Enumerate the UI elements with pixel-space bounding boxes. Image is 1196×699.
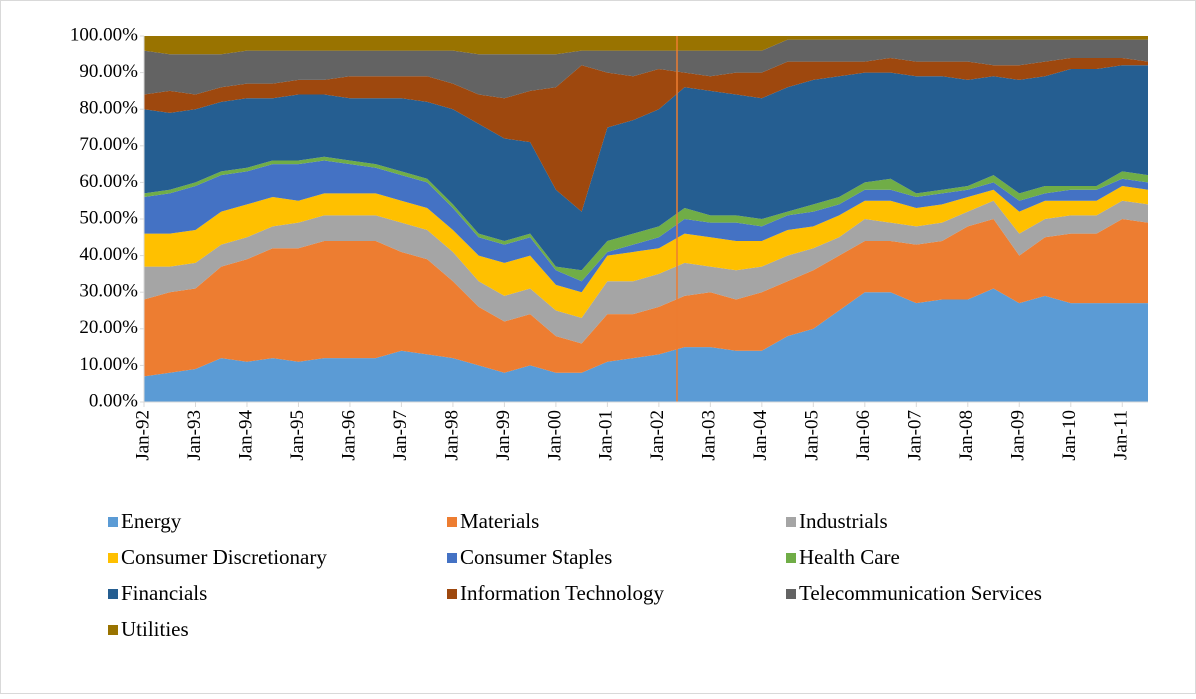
- x-tick-label: Jan-96: [338, 410, 359, 461]
- x-tick-label: Jan-04: [750, 410, 771, 461]
- x-tick-label: Jan-02: [647, 410, 668, 461]
- area: [144, 156, 1148, 282]
- x-tick-label: Jan-97: [390, 410, 411, 461]
- y-tick-label: 70.00%: [79, 134, 138, 155]
- area: [144, 57, 1148, 212]
- area: [144, 219, 1148, 377]
- x-tick-label: Jan-94: [235, 410, 256, 461]
- x-tick-label: Jan-09: [1008, 410, 1029, 461]
- x-tick-label: Jan-99: [493, 410, 514, 461]
- y-tick-label: 90.00%: [79, 61, 138, 82]
- legend-label: Energy: [121, 509, 182, 533]
- legend-label: Industrials: [799, 509, 888, 533]
- legend-swatch: [447, 589, 457, 599]
- legend-label: Consumer Discretionary: [121, 545, 327, 569]
- area: [144, 65, 1148, 271]
- area: [144, 39, 1148, 99]
- legend-swatch: [786, 589, 796, 599]
- area: [144, 288, 1148, 402]
- area: [144, 36, 1148, 55]
- x-tick-label: Jan-05: [802, 410, 823, 461]
- y-tick-label: 100.00%: [70, 24, 138, 45]
- legend-swatch: [786, 553, 796, 563]
- x-tick-label: Jan-06: [853, 410, 874, 461]
- y-tick-label: 60.00%: [79, 171, 138, 192]
- y-tick-label: 20.00%: [79, 317, 138, 338]
- legend-swatch: [447, 553, 457, 563]
- legend-label: Materials: [460, 509, 539, 533]
- x-tick-label: Jan-93: [184, 410, 205, 461]
- y-tick-label: 0.00%: [89, 390, 138, 411]
- x-tick-label: Jan-00: [544, 410, 565, 461]
- y-tick-label: 80.00%: [79, 98, 138, 119]
- legend-swatch: [108, 625, 118, 635]
- x-tick-label: Jan-07: [905, 410, 926, 461]
- x-tick-label: Jan-08: [956, 410, 977, 461]
- legend-swatch: [447, 517, 457, 527]
- x-tick-label: Jan-10: [1059, 410, 1080, 461]
- legend-label: Consumer Staples: [460, 545, 612, 569]
- legend-swatch: [108, 553, 118, 563]
- legend-label: Utilities: [121, 617, 189, 641]
- x-tick-label: Jan-01: [596, 410, 617, 461]
- y-tick-label: 50.00%: [79, 207, 138, 228]
- x-tick-label: Jan-95: [287, 410, 308, 461]
- area: [144, 160, 1148, 293]
- x-tick-label: Jan-03: [699, 410, 720, 461]
- x-tick-label: Jan-11: [1111, 410, 1132, 460]
- legend-label: Financials: [121, 581, 207, 605]
- legend-label: Health Care: [799, 545, 900, 569]
- legend-swatch: [786, 517, 796, 527]
- legend-swatch: [108, 589, 118, 599]
- y-tick-label: 30.00%: [79, 281, 138, 302]
- x-tick-label: Jan-98: [441, 410, 462, 461]
- y-tick-label: 10.00%: [79, 354, 138, 375]
- area: [144, 186, 1148, 318]
- x-tick-label: Jan-92: [132, 410, 153, 461]
- legend-label: Information Technology: [460, 581, 665, 605]
- area: [144, 200, 1148, 344]
- plot-area: [144, 36, 1148, 402]
- legend-label: Telecommunication Services: [799, 581, 1042, 605]
- y-tick-label: 40.00%: [79, 244, 138, 265]
- legend-swatch: [108, 517, 118, 527]
